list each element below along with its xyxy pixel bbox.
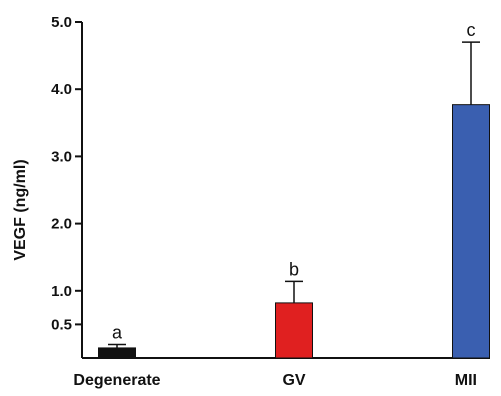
bar-degenerate [98,347,136,359]
x-category-label: Degenerate [73,372,160,389]
y-tick-label: 4.0 [51,81,72,98]
y-tick-label: 1.0 [51,283,72,300]
y-tick-label: 5.0 [51,14,72,31]
y-tick-label: 3.0 [51,148,72,165]
significance-label: b [289,259,299,279]
y-axis: 0.5 1.0 2.0 3.0 4.0 5.0 [51,14,83,358]
bar-mii [452,104,490,359]
x-category-label: MII [455,372,477,389]
x-category-label: GV [282,372,305,389]
significance-label: a [112,323,123,343]
bars: a b c [98,20,490,359]
bar-gv [275,302,313,359]
x-axis: Degenerate GV MII [73,357,490,389]
y-tick-label: 2.0 [51,216,72,233]
y-tick-label: 0.5 [51,316,72,333]
y-axis-title: VEGF (ng/ml) [12,159,29,260]
significance-label: c [467,20,476,40]
